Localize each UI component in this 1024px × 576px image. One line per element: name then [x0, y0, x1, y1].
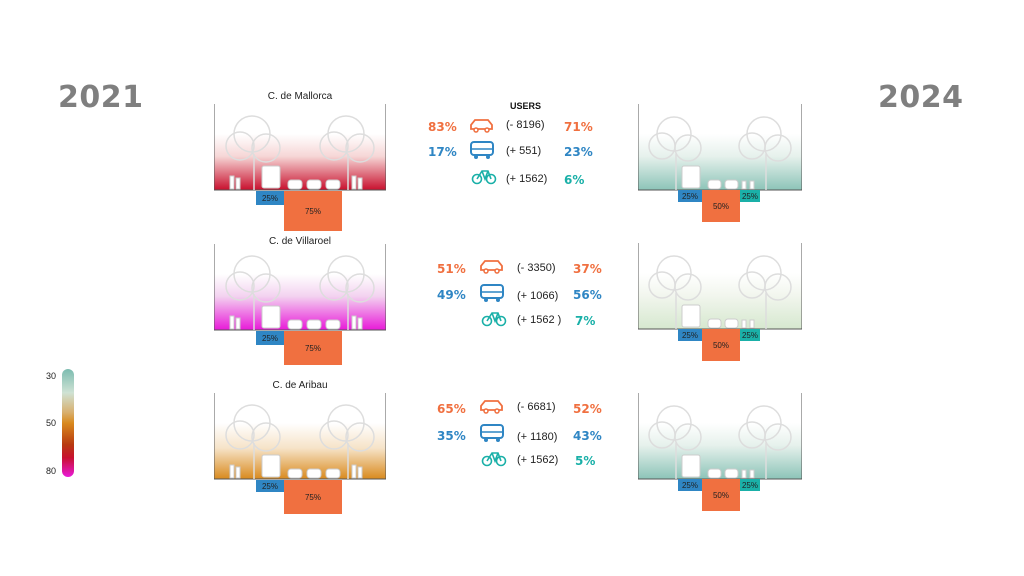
car-change: (- 6681): [517, 401, 556, 413]
car-lane-share: 75%: [284, 191, 342, 231]
street-scene-illustration: [214, 244, 386, 331]
color-scale-legend: [62, 369, 74, 477]
bus-change: (+ 1066): [517, 290, 559, 302]
car-change: (- 3350): [517, 262, 556, 274]
car-lane-share: 50%: [702, 479, 740, 511]
car-lane-share: 50%: [702, 190, 740, 222]
bus-icon: [480, 424, 504, 442]
bus-share-2024: 23%: [564, 145, 593, 159]
car-lane-share: 50%: [702, 329, 740, 361]
car-share-2021: 65%: [437, 402, 466, 416]
bus-icon: [480, 284, 504, 302]
bus-change: (+ 1180): [517, 431, 558, 443]
legend-label-top: 30: [46, 371, 57, 381]
bus-lane-share: 25%: [256, 331, 284, 345]
street-scene-illustration: [214, 393, 386, 480]
street-section-mallorca-2021: 25% 75%: [214, 104, 386, 234]
car-share-2024: 71%: [564, 120, 593, 134]
bus-share-2021: 49%: [437, 288, 466, 302]
car-lane-share: 75%: [284, 480, 342, 514]
bus-lane-share: 25%: [678, 190, 702, 202]
bus-share-2024: 56%: [573, 288, 602, 302]
bus-change: (+ 551): [506, 145, 542, 157]
bike-lane-share: 25%: [740, 190, 760, 202]
bike-share-2024: 6%: [564, 173, 585, 187]
year-2024-label: 2024: [878, 80, 964, 115]
bicycle-icon: [481, 312, 507, 327]
street-section-villaroel-2024: 25% 50% 25%: [638, 243, 802, 363]
street-name-mallorca: C. de Mallorca: [267, 91, 333, 102]
street-section-villaroel-2021: 25% 75%: [214, 244, 386, 374]
bicycle-icon: [481, 452, 507, 467]
bus-lane-share: 25%: [256, 480, 284, 492]
bike-change: (+ 1562 ): [517, 314, 562, 326]
car-icon: [480, 260, 503, 274]
bike-change: (+ 1562): [506, 173, 548, 185]
bus-share-2021: 17%: [428, 145, 457, 159]
car-share-2024: 37%: [573, 262, 602, 276]
bike-change: (+ 1562): [517, 454, 559, 466]
bus-lane-share: 25%: [678, 329, 702, 341]
bike-lane-share: 25%: [740, 479, 760, 491]
street-scene-illustration: [214, 104, 386, 191]
car-lane-share: 75%: [284, 331, 342, 365]
street-scene-illustration: [638, 243, 802, 330]
legend-label-mid: 50: [46, 418, 57, 428]
car-share-2021: 83%: [428, 120, 457, 134]
bus-share-2021: 35%: [437, 429, 466, 443]
bike-lane-share: 25%: [740, 329, 760, 341]
bicycle-icon: [471, 170, 497, 185]
street-scene-illustration: [638, 104, 802, 191]
street-name-aribau: C. de Aribau: [272, 380, 328, 391]
year-2021-label: 2021: [58, 80, 144, 115]
bike-share-2024: 7%: [575, 314, 596, 328]
street-section-mallorca-2024: 25% 50% 25%: [638, 104, 802, 224]
car-icon: [470, 119, 493, 133]
street-section-aribau-2024: 25% 50% 25%: [638, 393, 802, 513]
users-title: USERS: [510, 101, 542, 111]
car-icon: [480, 400, 503, 414]
bus-share-2024: 43%: [573, 429, 602, 443]
bus-icon: [470, 141, 494, 159]
street-scene-illustration: [638, 393, 802, 480]
street-name-villaroel: C. de Villaroel: [268, 236, 332, 247]
legend-label-bottom: 80: [46, 466, 57, 476]
bus-lane-share: 25%: [678, 479, 702, 491]
car-share-2024: 52%: [573, 402, 602, 416]
bike-share-2024: 5%: [575, 454, 596, 468]
car-change: (- 8196): [506, 119, 545, 131]
car-share-2021: 51%: [437, 262, 466, 276]
street-section-aribau-2021: 25% 75%: [214, 393, 386, 523]
bus-lane-share: 25%: [256, 191, 284, 205]
